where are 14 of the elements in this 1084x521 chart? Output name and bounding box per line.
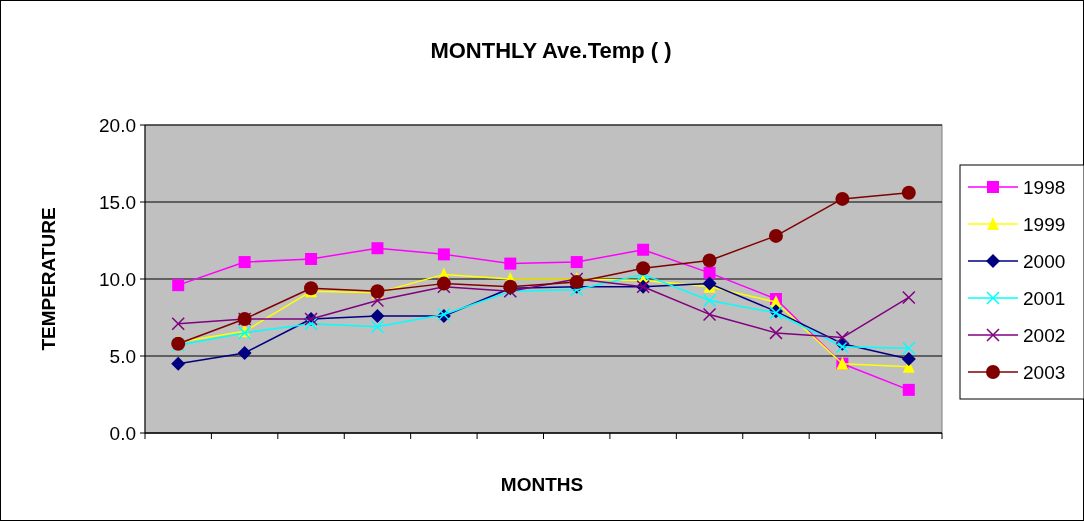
legend-label: 2003 [1023,361,1066,383]
legend-label: 1998 [1023,176,1066,198]
legend-label: 2002 [1023,324,1066,346]
x-axis-title: MONTHS [500,474,584,495]
chart-title: MONTHLY Ave.Temp ( ) [430,38,672,63]
y-tick-label: 0.0 [109,422,136,444]
y-tick-label: 5.0 [109,345,136,367]
legend-label: 1999 [1023,213,1066,235]
legend-label: 2000 [1023,250,1066,272]
y-tick-label: 15.0 [99,191,136,213]
y-tick-label: 10.0 [99,268,136,290]
y-tick-label: 20.0 [99,114,136,136]
legend-label: 2001 [1023,287,1066,309]
y-axis-title: TEMPERATURE [38,207,59,351]
